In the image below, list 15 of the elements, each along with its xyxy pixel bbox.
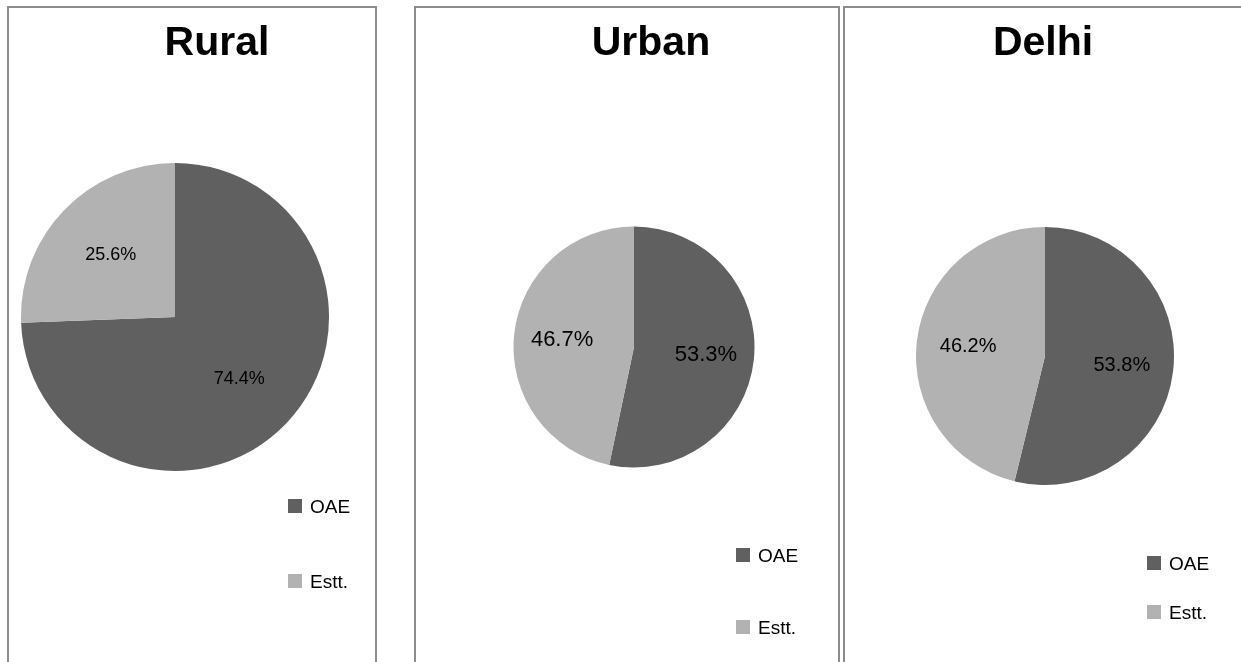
- chart-title: Delhi: [992, 18, 1094, 64]
- data-label: 46.7%: [530, 325, 594, 351]
- legend-label: Estt.: [758, 617, 797, 638]
- chart-title: Urban: [591, 18, 711, 64]
- data-label: 53.8%: [1093, 352, 1151, 375]
- data-label: 53.3%: [674, 340, 738, 366]
- legend-label: Estt.: [310, 571, 349, 592]
- data-label: 74.4%: [213, 367, 265, 388]
- data-label: 46.2%: [939, 334, 997, 357]
- legend-label: OAE: [758, 545, 799, 566]
- legend-label: OAE: [310, 496, 351, 517]
- data-label: 25.6%: [85, 244, 137, 265]
- legend-label: OAE: [1169, 553, 1210, 574]
- legend-label: Estt.: [1169, 602, 1208, 623]
- chart-title: Rural: [164, 18, 270, 64]
